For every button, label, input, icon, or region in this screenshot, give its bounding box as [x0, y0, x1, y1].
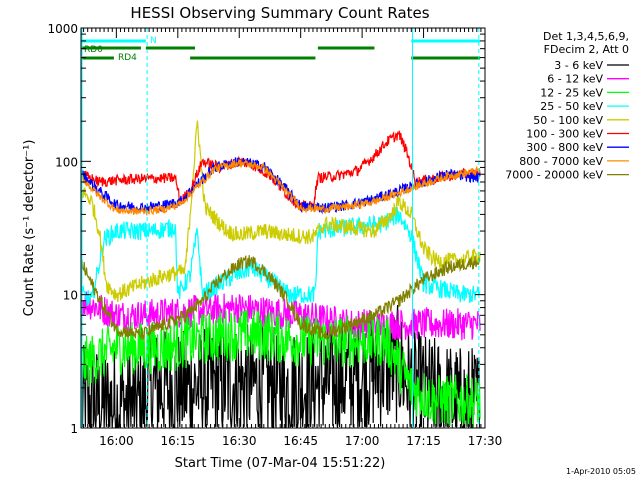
x-axis: 16:00 16:15 16:30 16:45 17:00 17:15 17:30: [83, 28, 503, 448]
state-bar-label: RD4: [118, 53, 137, 63]
series-line-6-12-keV: [81, 291, 481, 341]
series-line-12-25-keV: [81, 309, 481, 428]
y-tick-label: 1: [70, 422, 78, 436]
legend-entry-label: 7000 - 20000 keV: [505, 169, 603, 182]
y-axis-label: Count Rate (s⁻¹ detector⁻¹): [22, 140, 37, 317]
chart-title: HESSI Observing Summary Count Rates: [130, 4, 429, 22]
x-tick-label: 16:00: [99, 434, 134, 448]
y-tick-label: 10: [63, 289, 78, 303]
y-axis: 1 10 100 1000: [47, 22, 485, 436]
series-line-50-100-keV: [81, 120, 481, 303]
legend-entry-label: 6 - 12 keV: [547, 73, 603, 86]
legend-entry-label: 100 - 300 keV: [526, 128, 603, 141]
x-tick-label: 16:45: [283, 434, 318, 448]
legend-entry-label: 3 - 6 keV: [554, 59, 603, 72]
y-tick-label: 1000: [47, 22, 78, 36]
y-tick-label: 100: [55, 155, 78, 169]
x-tick-label: 16:15: [161, 434, 196, 448]
x-tick-label: 17:00: [345, 434, 380, 448]
x-tick-label: 17:15: [406, 434, 441, 448]
x-axis-label: Start Time (07-Mar-04 15:51:22): [175, 456, 386, 471]
legend-entry-label: 12 - 25 keV: [540, 86, 603, 99]
series-line-800-7000-keV: [81, 158, 481, 217]
legend-header: Det 1,3,4,5,6,9,: [543, 30, 629, 43]
legend-entry-label: 50 - 100 keV: [533, 114, 603, 127]
legend-entry-label: 800 - 7000 keV: [519, 155, 603, 168]
plot-frame: [80, 27, 486, 429]
state-bar-label: N: [150, 36, 157, 46]
footer-date: 1-Apr-2010 05:05: [566, 467, 636, 476]
legend: Det 1,3,4,5,6,9,FDecim 2, Att 0 3 - 6 keV…: [505, 30, 629, 182]
x-tick-label: 16:30: [222, 434, 257, 448]
legend-header: FDecim 2, Att 0: [544, 43, 629, 56]
series-line-100-300-keV: [81, 130, 481, 212]
state-bar-label: RD0: [84, 45, 103, 55]
legend-entry-label: 300 - 800 keV: [526, 141, 603, 154]
state-bars: N RD0 RD4: [81, 36, 481, 63]
series-layer: [81, 120, 481, 428]
series-line-7000-20000-keV: [81, 255, 481, 340]
x-tick-label: 17:30: [468, 434, 503, 448]
legend-entry-label: 25 - 50 keV: [540, 100, 603, 113]
vertical-markers: [81, 28, 480, 428]
